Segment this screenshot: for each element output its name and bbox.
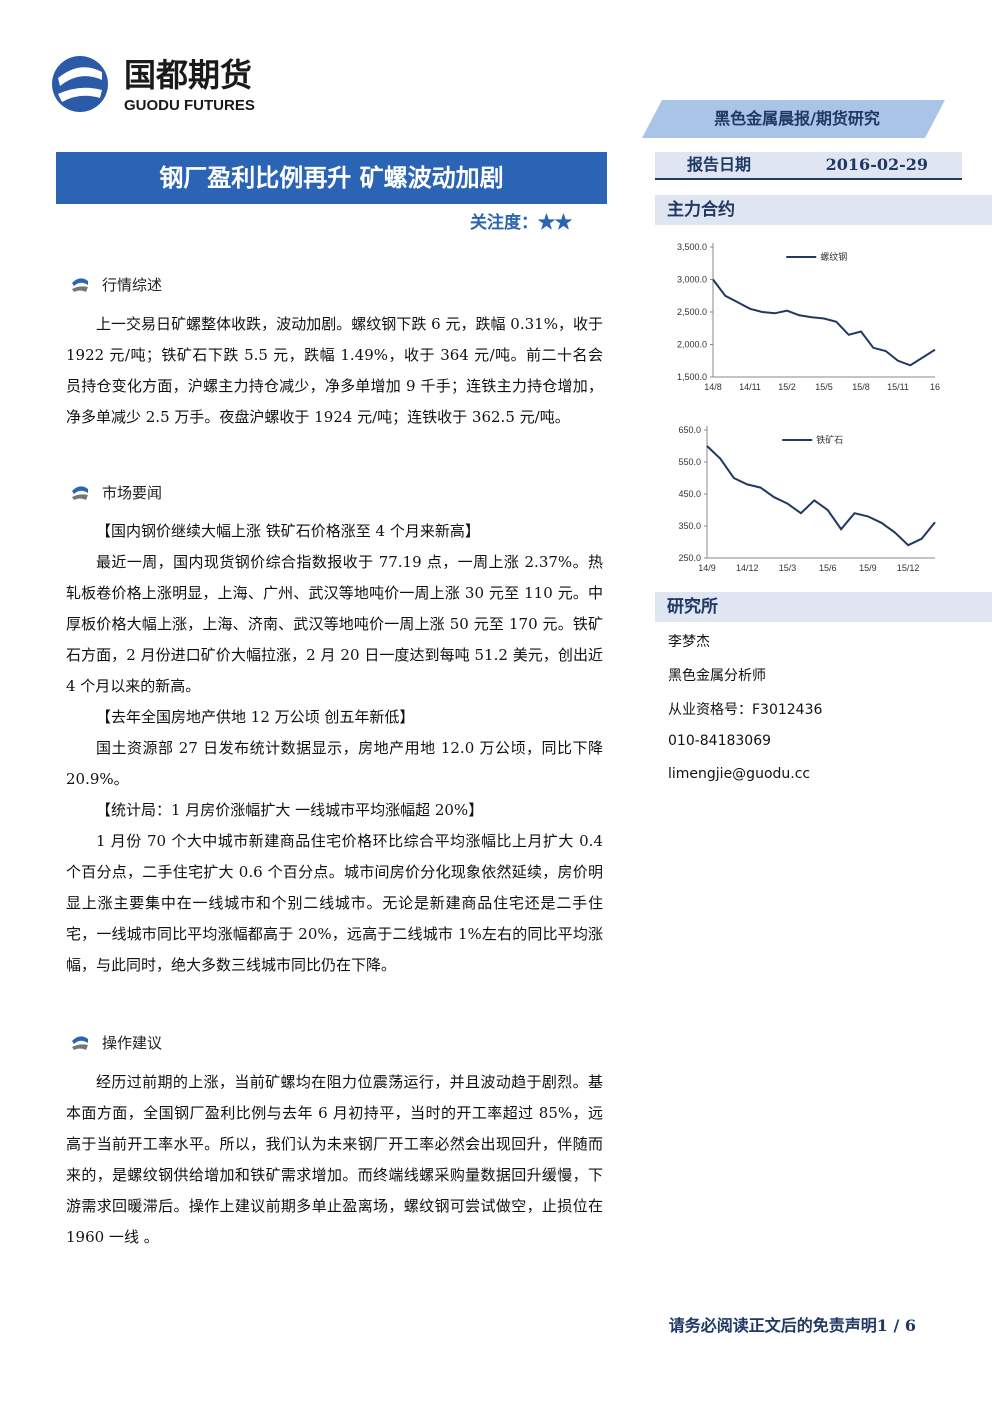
paragraph: 1 月份 70 个大中城市新建商品住宅价格环比综合平均涨幅比上月扩大 0.4 个…: [66, 832, 603, 974]
x-tick-label: 15/8: [852, 382, 870, 392]
legend-label: 铁矿石: [816, 434, 843, 445]
y-tick-label: 350.0: [678, 521, 701, 531]
heading-text: 操作建议: [102, 1034, 163, 1052]
chart: 1,500.0 2,000.0 2,500.0 3,000.0 3,500.0 14/8 1…: [677, 242, 940, 392]
contact: 010-84183069: [668, 733, 772, 749]
legend-label: 螺纹钢: [820, 251, 847, 262]
x-tick-label: 16: [930, 382, 940, 392]
x-tick-label: 14/12: [736, 563, 759, 573]
heading-text: 市场要闻: [102, 484, 163, 502]
y-tick-label: 1,500.0: [677, 372, 707, 382]
paragraph: 国土资源部 27 日发布统计数据显示，房地产用地 12.0 万公顷，同比下降 2…: [66, 739, 603, 788]
x-tick-label: 15/6: [819, 563, 837, 573]
chart: 250.0 350.0 450.0 550.0 650.0 14/9 14/12 15/3 15…: [678, 425, 936, 573]
x-tick-label: 15/9: [859, 563, 877, 573]
news-title: 【国内钢价继续大幅上涨 铁矿石价格涨至 4 个月来新高】: [96, 522, 480, 540]
x-tick-label: 14/9: [698, 563, 716, 573]
logo: 国都期货 GUODU FUTURES: [52, 56, 255, 114]
section-heading: 市场要闻: [70, 482, 162, 503]
paragraph: 上一交易日矿螺整体收跌，波动加剧。螺纹钢下跌 6 元，跌幅 0.31%，收于 1…: [66, 315, 603, 426]
icon: [72, 1035, 88, 1050]
news-title: 【统计局：1 月房价涨幅扩大 一线城市平均涨幅超 20%】: [96, 801, 484, 819]
category-banner: 黑色金属晨报/期货研究: [642, 100, 945, 138]
y-tick-label: 650.0: [678, 425, 701, 435]
y-tick-label: 2,500.0: [677, 307, 707, 317]
icon: [72, 485, 88, 500]
y-tick-label: 3,000.0: [677, 275, 707, 285]
x-tick-label: 15/3: [779, 563, 797, 573]
heading-text: 行情综述: [102, 276, 163, 294]
institute-heading: 研究所: [655, 592, 992, 622]
y-tick-label: 550.0: [678, 457, 701, 467]
date-box: 报告日期 2016-02-29: [655, 152, 962, 180]
attention: 关注度：★★: [470, 213, 572, 233]
section-body: 【国内钢价继续大幅上涨 铁矿石价格涨至 4 个月来新高】 最近一周，国内现货钢价…: [66, 516, 603, 981]
x-tick-label: 14/8: [704, 382, 722, 392]
footer: 请务必阅读正文后的免责声明1 / 6: [668, 1316, 916, 1335]
x-tick-label: 14/11: [739, 382, 761, 392]
section-heading: 行情综述: [70, 274, 162, 295]
section-body: 经历过前期的上涨，当前矿螺均在阻力位震荡运行，并且波动趋于剧烈。基本面方面，全国…: [66, 1067, 603, 1253]
section-body: 上一交易日矿螺整体收跌，波动加剧。螺纹钢下跌 6 元，跌幅 0.31%，收于 1…: [66, 309, 603, 433]
y-tick-label: 3,500.0: [677, 242, 707, 252]
line: [712, 278, 936, 367]
contact: 从业资格号：F3012436: [668, 702, 823, 718]
title: 钢厂盈利比例再升 矿螺波动加剧: [56, 152, 607, 204]
contact: 李梦杰: [668, 634, 710, 650]
paragraph: 经历过前期的上涨，当前矿螺均在阻力位震荡运行，并且波动趋于剧烈。基本面方面，全国…: [66, 1073, 603, 1246]
paragraph: 最近一周，国内现货钢价综合指数报收于 77.19 点，一周上涨 2.37%。热轧…: [66, 553, 603, 695]
contact: limengjie@guodu.cc: [668, 766, 811, 782]
y-tick-label: 250.0: [678, 553, 701, 563]
contracts-heading: 主力合约: [655, 195, 992, 225]
category: 黑色金属晨报/期货研究: [714, 109, 880, 128]
y-tick-label: 2,000.0: [677, 340, 707, 350]
x-tick-label: 15/12: [897, 563, 920, 573]
x-tick-label: 15/5: [815, 382, 833, 392]
news-title: 【去年全国房地产供地 12 万公顷 创五年新低】: [96, 708, 415, 726]
contact: 黑色金属分析师: [668, 668, 766, 684]
x-tick-label: 15/11: [887, 382, 909, 392]
icon: [72, 277, 88, 292]
logo-cn: 国都期货: [124, 56, 252, 94]
line: [706, 445, 936, 547]
y-tick-label: 450.0: [678, 489, 701, 499]
logo-en: GUODU FUTURES: [124, 97, 255, 114]
date-label: 报告日期: [687, 155, 752, 174]
x-tick-label: 15/2: [778, 382, 796, 392]
section-heading: 操作建议: [70, 1032, 162, 1053]
date: 2016-02-29: [825, 155, 928, 174]
